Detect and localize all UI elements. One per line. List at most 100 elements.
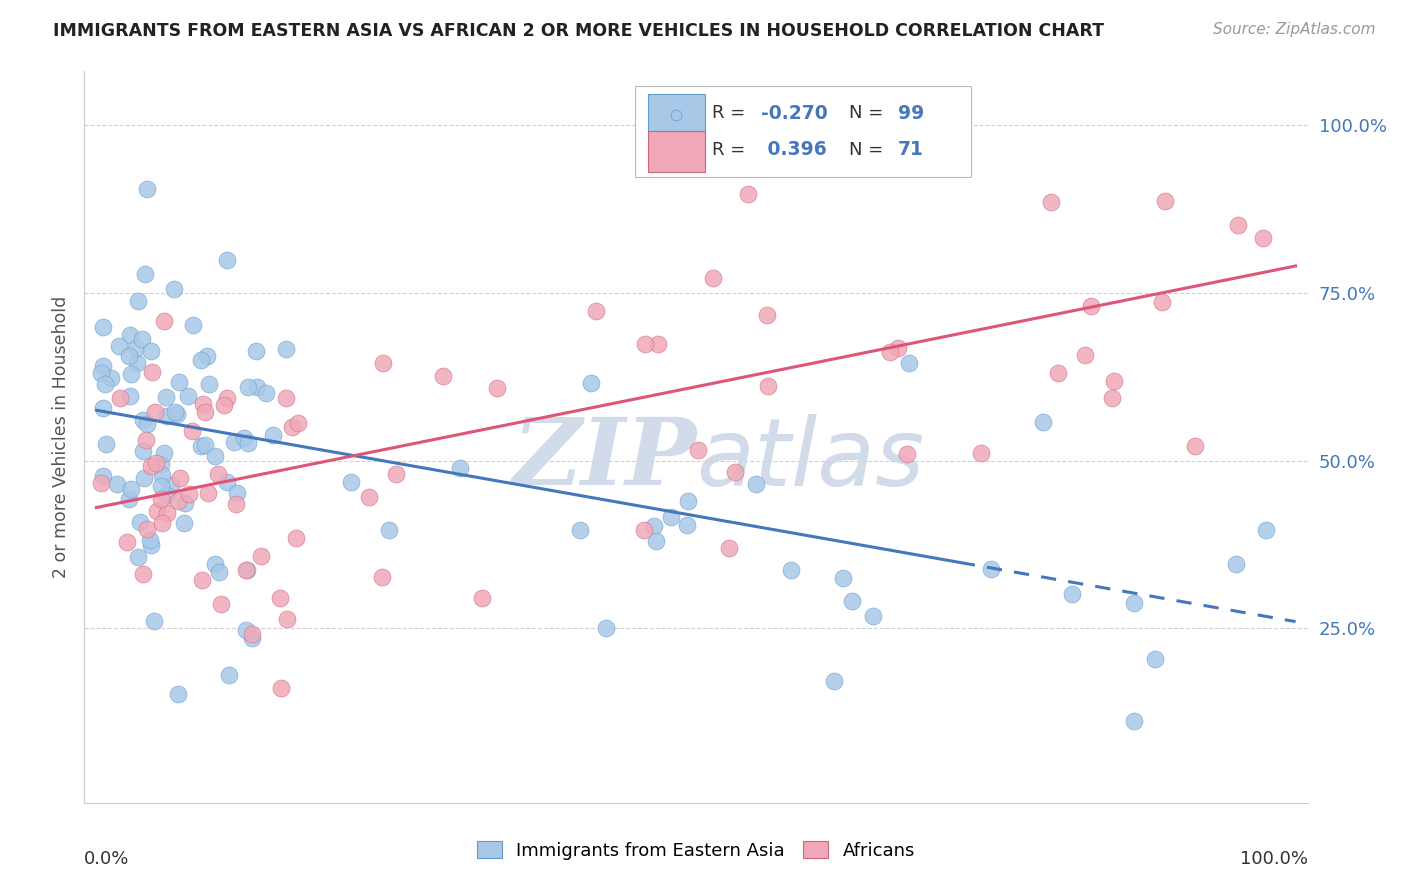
Point xyxy=(153,446,176,460)
Point xyxy=(141,365,163,379)
Point xyxy=(717,541,740,556)
Point xyxy=(190,353,212,368)
Point xyxy=(675,518,697,533)
Point xyxy=(737,186,759,201)
Text: 100.0%: 100.0% xyxy=(1240,850,1308,868)
Point xyxy=(276,612,298,626)
Text: ZIP: ZIP xyxy=(512,414,696,504)
Point xyxy=(980,562,1002,576)
Point xyxy=(117,534,139,549)
Point xyxy=(245,343,267,358)
Point xyxy=(209,597,232,611)
Point xyxy=(274,343,297,357)
Text: N =: N = xyxy=(849,141,889,159)
Point xyxy=(177,487,200,501)
Point xyxy=(105,477,128,491)
Point xyxy=(756,379,779,393)
Point xyxy=(1254,523,1277,537)
Point xyxy=(287,416,309,430)
Point xyxy=(90,476,112,491)
Point xyxy=(167,686,190,700)
Point xyxy=(1154,194,1177,208)
Point xyxy=(432,369,454,384)
Point xyxy=(156,409,179,423)
Point xyxy=(585,303,607,318)
Point xyxy=(486,381,509,395)
Point xyxy=(91,319,114,334)
Point xyxy=(132,413,155,427)
Text: atlas: atlas xyxy=(696,414,924,505)
FancyBboxPatch shape xyxy=(648,130,704,171)
Point xyxy=(127,549,149,564)
Point xyxy=(1032,415,1054,429)
Point xyxy=(120,368,142,382)
Point xyxy=(163,405,186,419)
Point xyxy=(236,380,259,394)
Point xyxy=(145,456,167,470)
Point xyxy=(1144,652,1167,666)
Point xyxy=(124,342,146,356)
Point xyxy=(215,475,238,490)
Point xyxy=(449,460,471,475)
Point xyxy=(197,485,219,500)
Point xyxy=(204,557,226,571)
Text: 0.0%: 0.0% xyxy=(84,850,129,868)
Point xyxy=(167,494,190,508)
Point xyxy=(139,533,162,548)
Point xyxy=(207,467,229,481)
Point xyxy=(371,570,394,584)
Point xyxy=(235,562,257,576)
Point xyxy=(1047,366,1070,380)
Legend: Immigrants from Eastern Asia, Africans: Immigrants from Eastern Asia, Africans xyxy=(477,841,915,860)
Point xyxy=(225,497,247,511)
Point xyxy=(1101,392,1123,406)
Point xyxy=(1080,299,1102,313)
Point xyxy=(688,443,710,458)
Point xyxy=(195,349,218,363)
Point xyxy=(339,475,361,489)
Point xyxy=(897,356,920,370)
Point xyxy=(250,549,273,563)
Point xyxy=(1123,714,1146,729)
Point xyxy=(118,350,141,364)
Point xyxy=(155,390,177,404)
Point xyxy=(665,158,688,172)
Text: N =: N = xyxy=(849,104,889,122)
Point xyxy=(132,471,155,485)
Point xyxy=(702,271,724,285)
Point xyxy=(212,398,235,412)
Point xyxy=(269,591,291,606)
Point xyxy=(118,389,141,403)
Point xyxy=(644,533,666,548)
Point xyxy=(647,337,669,351)
Point xyxy=(1074,348,1097,362)
Point xyxy=(194,405,217,419)
Point xyxy=(831,571,853,585)
Point xyxy=(91,359,114,373)
Point xyxy=(862,608,884,623)
Point xyxy=(204,449,226,463)
Point xyxy=(224,434,246,449)
Point xyxy=(120,482,142,496)
Point xyxy=(969,445,991,459)
Point xyxy=(143,405,166,419)
Text: 0.396: 0.396 xyxy=(761,140,827,159)
Point xyxy=(135,433,157,447)
Point xyxy=(118,328,141,343)
Point xyxy=(110,392,132,406)
Point xyxy=(167,375,190,389)
Point xyxy=(643,519,665,533)
Text: R =: R = xyxy=(711,141,751,159)
Point xyxy=(262,428,284,442)
Point xyxy=(254,386,277,401)
Text: IMMIGRANTS FROM EASTERN ASIA VS AFRICAN 2 OR MORE VEHICLES IN HOUSEHOLD CORRELAT: IMMIGRANTS FROM EASTERN ASIA VS AFRICAN … xyxy=(53,22,1105,40)
Point xyxy=(150,516,173,531)
Point xyxy=(823,674,845,689)
Point xyxy=(90,366,112,380)
Point xyxy=(181,318,204,333)
Point xyxy=(91,401,114,415)
Point xyxy=(659,509,682,524)
Point xyxy=(150,468,173,483)
Point xyxy=(141,458,163,473)
Point xyxy=(93,377,115,392)
